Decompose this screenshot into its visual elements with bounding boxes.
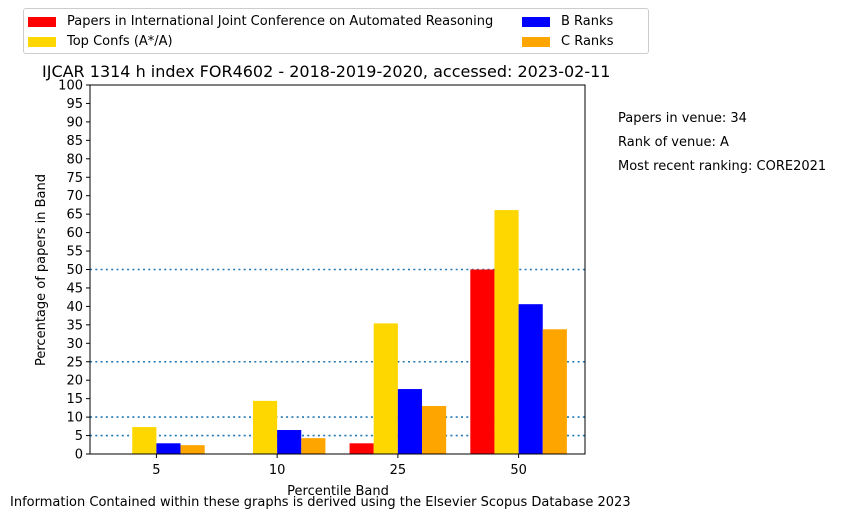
bar bbox=[373, 323, 398, 454]
y-tick-label: 90 bbox=[66, 115, 83, 130]
y-tick-label: 5 bbox=[75, 429, 83, 444]
y-tick-label: 35 bbox=[66, 318, 83, 333]
bar bbox=[349, 443, 374, 454]
y-tick-label: 10 bbox=[66, 411, 83, 426]
bar bbox=[301, 438, 326, 454]
legend-item-b: B Ranks bbox=[522, 14, 613, 29]
x-tick-label: 10 bbox=[269, 463, 286, 478]
legend-label: C Ranks bbox=[561, 34, 614, 49]
y-axis-label: Percentage of papers in Band bbox=[34, 174, 49, 366]
legend-item-c: C Ranks bbox=[522, 34, 613, 49]
legend-label: Papers in International Joint Conference… bbox=[67, 14, 494, 29]
most-recent-ranking: Most recent ranking: CORE2021 bbox=[618, 159, 827, 174]
bar bbox=[156, 443, 181, 454]
y-tick-label: 70 bbox=[66, 189, 83, 204]
y-tick-label: 50 bbox=[66, 263, 83, 278]
y-tick-label: 60 bbox=[66, 226, 83, 241]
x-tick-label: 25 bbox=[390, 463, 407, 478]
x-tick-label: 5 bbox=[152, 463, 160, 478]
y-tick-label: 55 bbox=[66, 245, 83, 260]
bar bbox=[397, 389, 423, 454]
y-tick-label: 20 bbox=[66, 374, 83, 389]
y-tick-label: 65 bbox=[66, 208, 83, 223]
bar bbox=[494, 210, 519, 454]
y-tick-label: 25 bbox=[66, 355, 83, 370]
legend-swatch-gold bbox=[28, 36, 56, 47]
y-tick-label: 80 bbox=[66, 152, 83, 167]
legend-item-top: Top Confs (A*/A) bbox=[28, 34, 173, 49]
legend-swatch-red bbox=[28, 16, 56, 27]
data-source-footer: Information Contained within these graph… bbox=[10, 495, 631, 510]
bar bbox=[277, 430, 302, 454]
y-tick-label: 85 bbox=[66, 134, 83, 149]
x-axis-label: Percentile Band bbox=[287, 484, 389, 499]
y-tick-label: 0 bbox=[75, 448, 83, 463]
y-tick-label: 45 bbox=[66, 281, 83, 296]
bars bbox=[132, 210, 567, 454]
y-tick-label: 40 bbox=[66, 300, 83, 315]
y-tick-label: 30 bbox=[66, 337, 83, 352]
x-tick-label: 50 bbox=[510, 463, 527, 478]
y-tick-label: 95 bbox=[66, 97, 83, 112]
rank-of-venue: Rank of venue: A bbox=[618, 135, 729, 150]
bar bbox=[252, 400, 278, 454]
y-tick-label: 15 bbox=[66, 392, 83, 407]
chart-title: IJCAR 1314 h index FOR4602 - 2018-2019-2… bbox=[42, 62, 611, 81]
bar bbox=[422, 406, 447, 454]
legend-label: Top Confs (A*/A) bbox=[67, 34, 173, 49]
x-axis: 5 10 25 50 bbox=[152, 454, 527, 478]
bar bbox=[180, 445, 205, 454]
y-axis: 0 5 10 15 20 25 30 35 40 45 50 55 60 65 70 75 80 85 90 95 10… bbox=[58, 79, 90, 463]
legend-label: B Ranks bbox=[561, 14, 614, 29]
legend-swatch-blue bbox=[522, 16, 550, 27]
y-tick-label: 75 bbox=[66, 171, 83, 186]
papers-in-venue: Papers in venue: 34 bbox=[618, 111, 747, 126]
y-tick-label: 100 bbox=[58, 79, 83, 94]
bar bbox=[542, 329, 567, 454]
bar bbox=[470, 269, 495, 454]
legend-item-venue: Papers in International Joint Conference… bbox=[28, 14, 493, 29]
legend: Papers in International Joint Conference… bbox=[23, 8, 649, 54]
bar bbox=[518, 304, 543, 454]
bar bbox=[132, 427, 157, 454]
legend-swatch-orange bbox=[522, 36, 550, 47]
